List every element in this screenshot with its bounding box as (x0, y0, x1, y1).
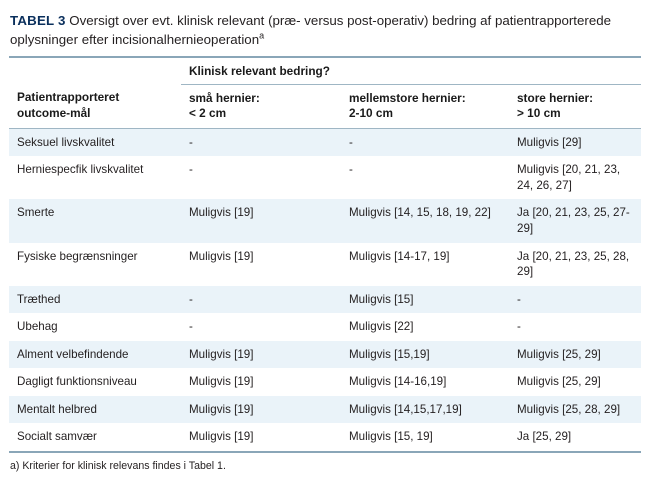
cell-small: - (189, 163, 193, 177)
cell-small: - (189, 320, 193, 334)
table-column-header-row: Patientrapporteret outcome-mål små herni… (9, 84, 641, 128)
cell-outcome: Træthed (17, 292, 61, 306)
cell-outcome: Fysiske begrænsninger (17, 249, 138, 263)
table-body: Seksuel livskvalitet - - Muligvis [29] H… (9, 128, 641, 451)
column-header-large-hernias: store hernier: > 10 cm (509, 84, 641, 128)
table-row: Dagligt funktionsniveau Muligvis [19] Mu… (9, 368, 641, 396)
cell-small: Muligvis [19] (189, 375, 254, 389)
cell-large: - (517, 320, 521, 334)
table-header-rule (9, 127, 641, 129)
table-group-header-row: Klinisk relevant bedring? (9, 57, 642, 85)
cell-large: Muligvis [25, 29] (517, 375, 601, 389)
table-bottom-rule (9, 450, 641, 453)
cell-small: - (189, 135, 193, 149)
cell-outcome: Smerte (17, 206, 55, 220)
cell-outcome: Socialt samvær (17, 430, 97, 444)
column-header-outcome-line1: Patientrapporteret (17, 90, 120, 105)
table-footnote: a) Kriterier for klinisk relevans findes… (10, 459, 226, 472)
column-header-small-line1: små hernier: (189, 90, 260, 105)
cell-medium: Muligvis [14-16,19] (349, 375, 447, 389)
cell-small: Muligvis [19] (189, 249, 254, 263)
cell-small: Muligvis [19] (189, 206, 254, 220)
table-row: Seksuel livskvalitet - - Muligvis [29] (9, 128, 641, 157)
group-header-empty (9, 58, 181, 85)
column-header-outcome-line2: outcome-mål (17, 105, 91, 120)
column-header-outcome: Patientrapporteret outcome-mål (9, 84, 181, 128)
cell-small: - (189, 292, 193, 306)
cell-medium: - (349, 163, 353, 177)
table-row: Herniespecfik livskvalitet - - Muligvis … (9, 156, 641, 200)
cell-medium: Muligvis [15,19] (349, 347, 430, 361)
column-header-small-hernias: små hernier: < 2 cm (181, 84, 341, 128)
column-header-large-line1: store hernier: (517, 90, 594, 105)
table-row: Socialt samvær Muligvis [19] Muligvis [1… (9, 423, 641, 451)
caption-footnote-marker: a (259, 30, 265, 41)
column-header-medium-line2: 2-10 cm (349, 106, 393, 121)
table-caption: TABEL 3 Oversigt over evt. klinisk relev… (0, 0, 650, 56)
cell-outcome: Mentalt helbred (17, 402, 97, 416)
cell-outcome: Ubehag (17, 320, 58, 334)
cell-medium: Muligvis [14, 15, 18, 19, 22] (349, 206, 491, 220)
cell-outcome: Dagligt funktionsniveau (17, 375, 137, 389)
cell-large: Muligvis [20, 21, 23, 24, 26, 27] (517, 163, 621, 192)
cell-medium: Muligvis [15] (349, 292, 414, 306)
cell-outcome: Herniespecfik livskvalitet (17, 163, 144, 177)
cell-large: Ja [20, 21, 23, 25, 27-29] (517, 206, 630, 235)
table-row: Mentalt helbred Muligvis [19] Muligvis [… (9, 395, 641, 424)
results-table-body: Seksuel livskvalitet - - Muligvis [29] H… (9, 128, 641, 451)
table-row: Fysiske begrænsninger Muligvis [19] Muli… (9, 242, 641, 286)
cell-small: Muligvis [19] (189, 402, 254, 416)
cell-outcome: Seksuel livskvalitet (17, 135, 115, 149)
cell-large: Ja [20, 21, 23, 25, 28, 29] (517, 249, 630, 279)
cell-small: Muligvis [19] (189, 347, 254, 361)
cell-large: Muligvis [25, 29] (517, 347, 601, 361)
table-row: Træthed - Muligvis [15] - (9, 285, 641, 314)
column-header-small-line2: < 2 cm (189, 106, 227, 121)
cell-medium: Muligvis [14-17, 19] (349, 249, 450, 263)
cell-medium: Muligvis [15, 19] (349, 430, 433, 444)
table-top-rule (9, 55, 641, 58)
table-row: Alment velbefindende Muligvis [19] Mulig… (9, 340, 641, 369)
column-header-medium-hernias: mellemstore hernier: 2-10 cm (341, 84, 509, 128)
cell-large: Ja [25, 29] (517, 430, 572, 444)
column-header-medium-line1: mellemstore hernier: (349, 90, 466, 105)
table-number-label: TABEL 3 (10, 13, 66, 28)
table-row: Ubehag - Muligvis [22] - (9, 313, 641, 341)
group-header-clinical-improvement: Klinisk relevant bedring? (181, 57, 642, 85)
cell-medium: Muligvis [14,15,17,19] (349, 402, 462, 416)
cell-outcome: Alment velbefindende (17, 347, 129, 361)
results-table: Klinisk relevant bedring? Patientrapport… (9, 57, 642, 128)
cell-medium: - (349, 135, 353, 149)
cell-medium: Muligvis [22] (349, 320, 414, 334)
table-head: Klinisk relevant bedring? Patientrapport… (9, 57, 642, 128)
cell-large: Muligvis [25, 28, 29] (517, 402, 621, 416)
column-header-large-line2: > 10 cm (517, 106, 561, 121)
cell-large: Muligvis [29] (517, 135, 582, 149)
cell-small: Muligvis [19] (189, 430, 254, 444)
table-caption-text: Oversigt over evt. klinisk relevant (præ… (10, 13, 612, 47)
cell-large: - (517, 292, 521, 306)
table-row: Smerte Muligvis [19] Muligvis [14, 15, 1… (9, 199, 641, 243)
